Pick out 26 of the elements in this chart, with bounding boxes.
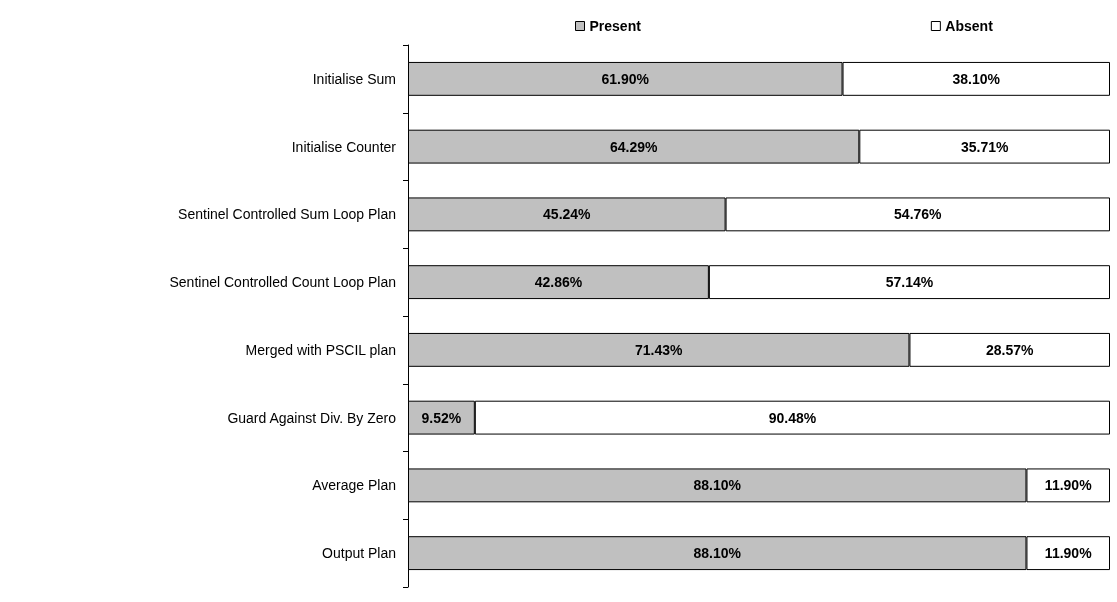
data-label: 88.10%: [693, 477, 742, 494]
y-tick-label: Output Plan: [322, 545, 396, 562]
legend-label: Present: [589, 18, 642, 34]
y-tick-label: Initialise Sum: [312, 70, 396, 87]
y-tick-label: Initialise Counter: [291, 138, 397, 155]
data-label: 11.90%: [1044, 477, 1093, 494]
data-label: 35.71%: [960, 138, 1009, 155]
data-label: 64.29%: [609, 138, 658, 155]
data-label: 38.10%: [952, 70, 1001, 87]
y-tick-label: Merged with PSCIL plan: [245, 341, 396, 358]
data-label: 57.14%: [885, 274, 934, 291]
data-label: 45.24%: [543, 206, 592, 223]
data-label: 54.76%: [894, 206, 943, 223]
data-label: 61.90%: [601, 70, 650, 87]
data-label: 28.57%: [985, 341, 1035, 358]
y-tick-label: Guard Against Div. By Zero: [227, 409, 397, 426]
data-label: 71.43%: [634, 341, 684, 358]
data-label: 9.52%: [421, 409, 462, 426]
y-tick-label: Sentinel Controlled Count Loop Plan: [169, 274, 396, 291]
legend-label: Absent: [945, 18, 994, 34]
data-label: 88.10%: [693, 545, 742, 562]
data-label: 42.86%: [534, 274, 583, 291]
y-tick-label: Average Plan: [312, 477, 396, 494]
data-label: 90.48%: [768, 409, 817, 426]
y-tick-label: Sentinel Controlled Sum Loop Plan: [178, 206, 396, 223]
data-label: 11.90%: [1044, 545, 1093, 562]
